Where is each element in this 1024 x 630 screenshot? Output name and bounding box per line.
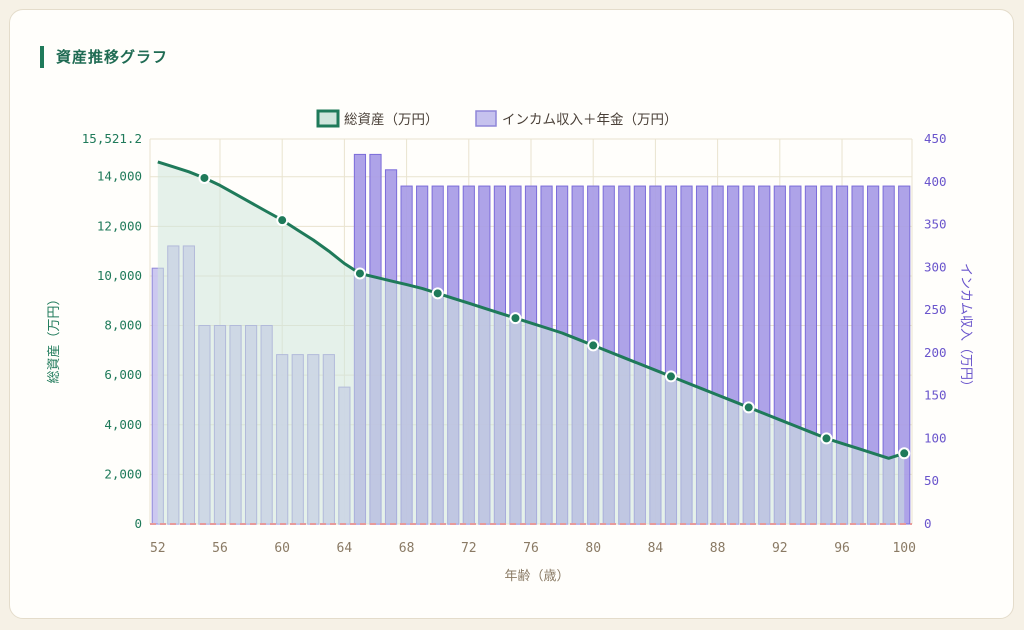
x-axis-tick-label: 92 bbox=[772, 541, 788, 556]
left-axis-tick-label: 2,000 bbox=[104, 466, 142, 481]
right-axis-tick-label: 50 bbox=[924, 473, 939, 488]
asset-marker bbox=[664, 370, 677, 383]
x-axis-tick-label: 52 bbox=[150, 541, 166, 556]
left-axis-tick-label: 6,000 bbox=[104, 367, 142, 382]
asset-marker bbox=[820, 432, 833, 445]
x-axis-tick-label: 84 bbox=[648, 541, 664, 556]
x-axis-tick-label: 100 bbox=[892, 541, 915, 556]
legend-swatch-asset bbox=[316, 109, 340, 128]
left-axis-tick-label: 12,000 bbox=[97, 218, 142, 233]
x-axis-tick-label: 60 bbox=[274, 541, 290, 556]
asset-marker bbox=[509, 312, 522, 325]
asset-marker bbox=[276, 214, 289, 227]
right-axis-tick-label: 0 bbox=[924, 516, 932, 531]
right-axis-tick-label: 150 bbox=[924, 388, 947, 403]
left-axis-tick-label: 4,000 bbox=[104, 417, 142, 432]
asset-marker bbox=[587, 339, 600, 352]
asset-marker bbox=[353, 267, 366, 280]
left-axis-tick-label: 8,000 bbox=[104, 318, 142, 333]
left-axis-tick-label: 14,000 bbox=[97, 169, 142, 184]
legend-swatch-income bbox=[475, 110, 497, 127]
right-axis-tick-label: 350 bbox=[924, 217, 947, 232]
x-axis-tick-label: 68 bbox=[399, 541, 415, 556]
right-axis-tick-label: 250 bbox=[924, 302, 947, 317]
asset-marker bbox=[198, 171, 211, 184]
right-axis-tick-label: 200 bbox=[924, 345, 947, 360]
x-axis-tick-label: 96 bbox=[834, 541, 850, 556]
right-axis-tick-label: 400 bbox=[924, 174, 947, 189]
chart-card-title: 資産推移グラフ bbox=[40, 46, 168, 68]
left-axis-tick-label: 0 bbox=[134, 516, 142, 531]
legend-label-asset: 総資産（万円） bbox=[344, 112, 439, 128]
x-axis-tick-label: 56 bbox=[212, 541, 228, 556]
x-axis-tick-label: 76 bbox=[523, 541, 539, 556]
asset-marker bbox=[431, 287, 444, 300]
left-axis-tick-label: 10,000 bbox=[97, 268, 142, 283]
left-axis-title: 総資産（万円） bbox=[46, 292, 62, 383]
right-axis-tick-label: 300 bbox=[924, 259, 947, 274]
x-axis-tick-label: 88 bbox=[710, 541, 726, 556]
x-axis-tick-label: 80 bbox=[585, 541, 601, 556]
left-axis-tick-label: 15,521.2 bbox=[82, 131, 142, 146]
right-axis-tick-label: 100 bbox=[924, 430, 947, 445]
right-axis-tick-label: 450 bbox=[924, 131, 947, 146]
x-axis-tick-label: 72 bbox=[461, 541, 477, 556]
legend-label-income: インカム収入＋年金（万円） bbox=[502, 112, 678, 128]
x-axis-title: 年齢（歳） bbox=[504, 569, 569, 584]
asset-area bbox=[157, 161, 905, 524]
asset-marker bbox=[898, 447, 911, 460]
asset-marker bbox=[742, 401, 755, 414]
right-axis-title: インカム収入（万円） bbox=[958, 263, 973, 393]
x-axis-tick-label: 64 bbox=[337, 541, 353, 556]
